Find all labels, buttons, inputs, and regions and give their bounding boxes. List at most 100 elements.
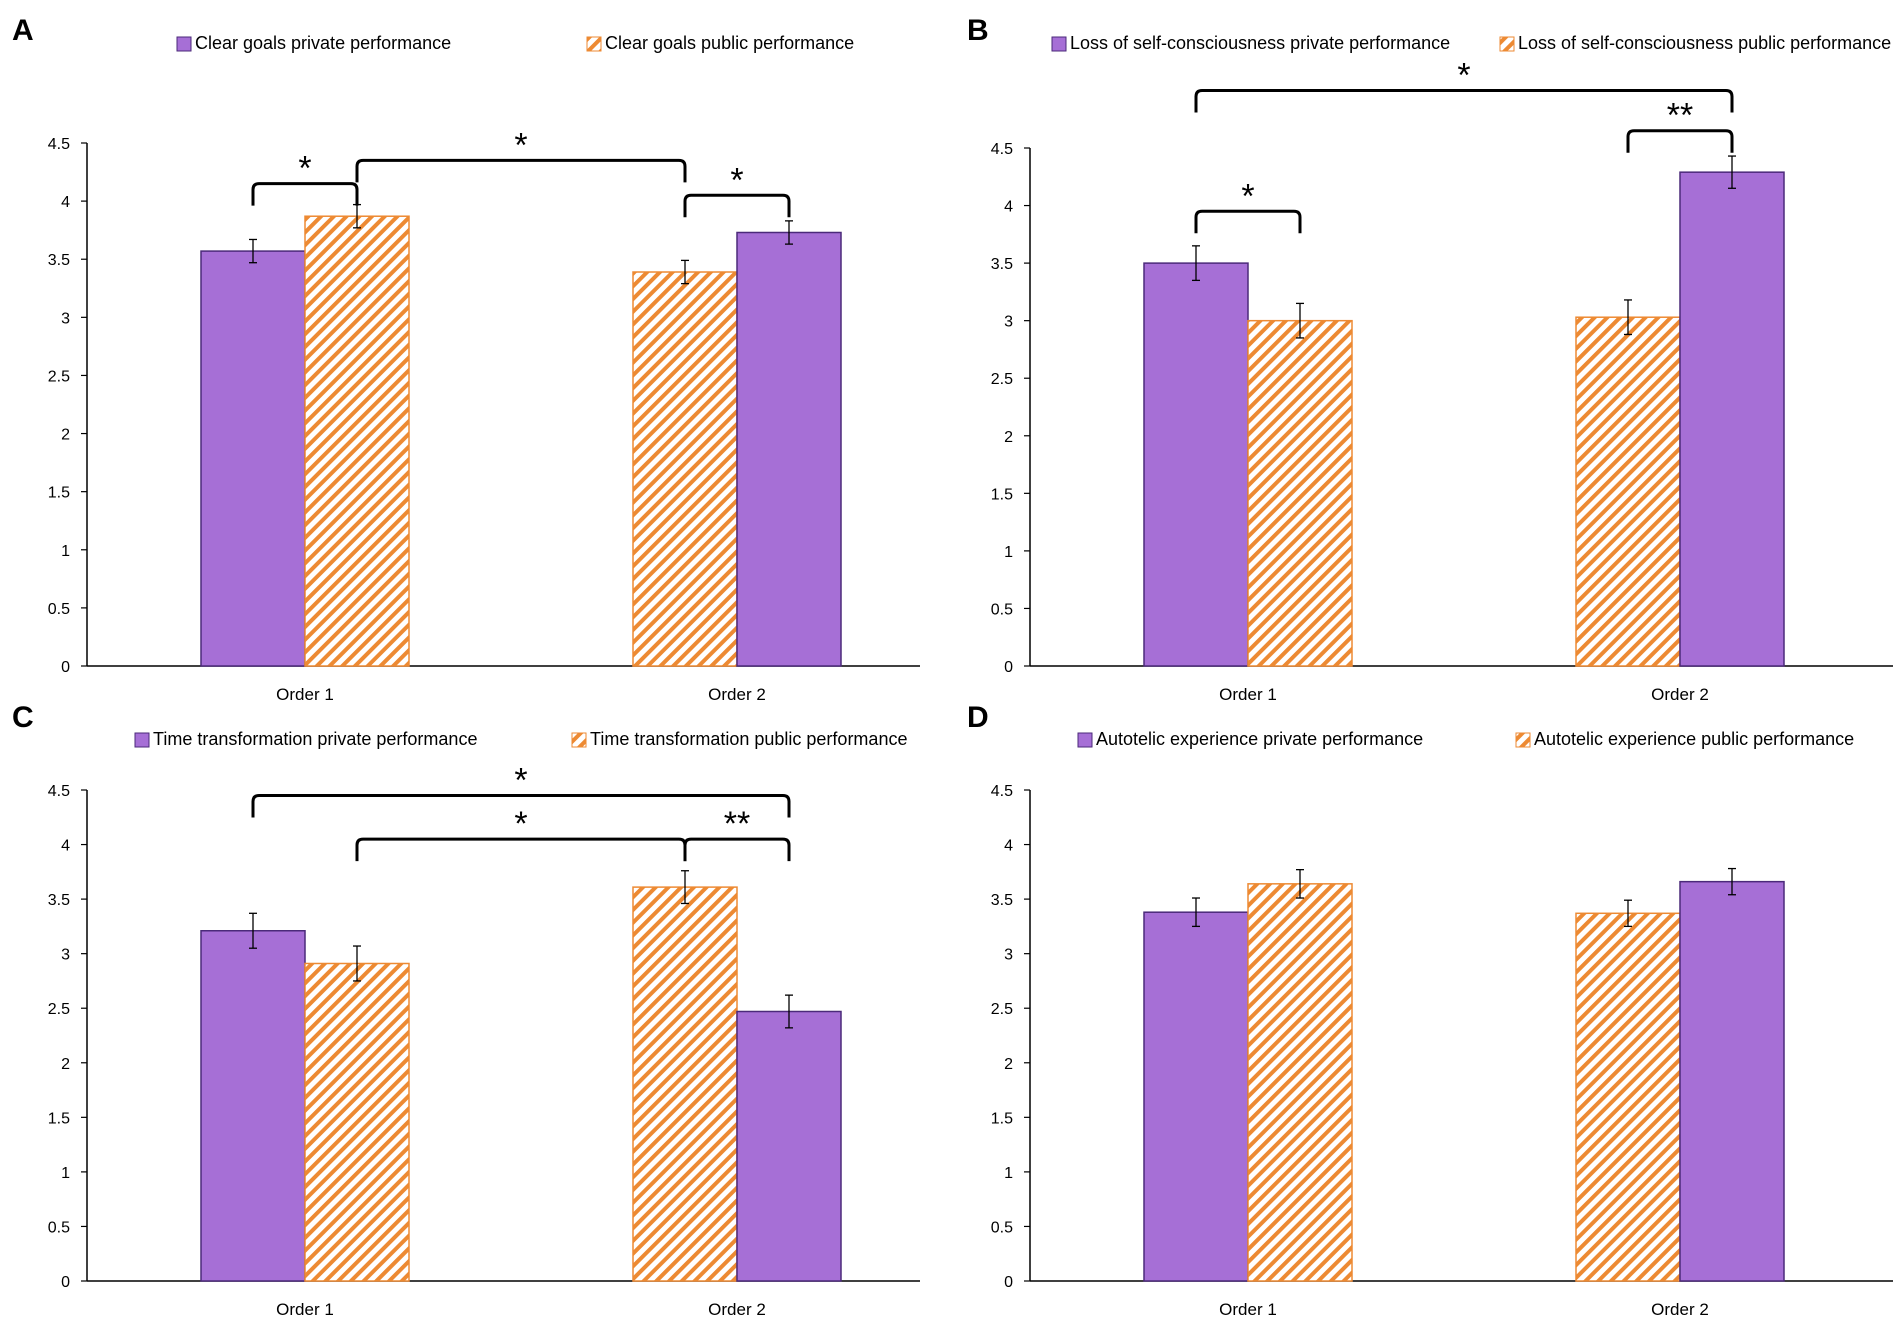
significance-bracket (355, 158, 687, 183)
y-tick-label: 4 (61, 838, 70, 855)
x-category-label: Order 1 (276, 685, 334, 704)
y-tick-label: 3 (1004, 947, 1013, 964)
legend-swatch-public (586, 36, 602, 52)
significance-label: * (1241, 177, 1254, 215)
y-tick-label: 0 (1004, 1274, 1013, 1291)
y-tick-label: 4.5 (48, 783, 70, 800)
bar-public (1247, 883, 1353, 1282)
legend-swatch-public (1499, 36, 1515, 52)
significance-bracket (251, 182, 359, 206)
bar-public (632, 271, 738, 667)
bar-private (1679, 880, 1785, 1282)
y-tick-label: 4.5 (48, 136, 70, 153)
legend-swatch-public (571, 732, 587, 748)
y-tick-label: 3 (61, 947, 70, 964)
bar-public (304, 215, 410, 667)
significance-label: * (730, 161, 743, 199)
legend-swatch-private (176, 36, 192, 52)
x-category-label: Order 2 (708, 1300, 766, 1317)
y-tick-label: 2.5 (991, 1001, 1013, 1018)
y-tick-label: 1 (61, 543, 70, 560)
y-tick-label: 4 (1004, 838, 1013, 855)
bar-private (200, 250, 306, 667)
y-tick-label: 2.5 (48, 368, 70, 385)
panel-letter: C (12, 701, 34, 734)
x-category-label: Order 2 (708, 685, 766, 704)
y-tick-label: 0 (61, 1274, 70, 1291)
bar-public (1575, 316, 1681, 667)
significance-label: * (514, 126, 527, 164)
panel-letter: D (967, 701, 989, 734)
y-tick-label: 4.5 (991, 141, 1013, 158)
y-tick-label: 2 (61, 1056, 70, 1073)
legend-swatch-public (1515, 732, 1531, 748)
y-tick-label: 3 (1004, 314, 1013, 331)
y-tick-label: 0.5 (991, 601, 1013, 618)
y-tick-label: 4.5 (991, 783, 1013, 800)
significance-label: * (298, 150, 311, 188)
bar-public (632, 886, 738, 1282)
y-tick-label: 0.5 (991, 1219, 1013, 1236)
panel-letter: B (967, 14, 989, 47)
bar-private (200, 930, 306, 1282)
chart-panel-a: A Clear goals private performance Clear go… (12, 14, 920, 704)
significance-bracket (251, 793, 791, 818)
chart-panel-c: C Time transformation private performance… (12, 701, 920, 1317)
y-tick-label: 2 (61, 427, 70, 444)
y-tick-label: 1 (1004, 1165, 1013, 1182)
y-tick-label: 3 (61, 310, 70, 327)
significance-label: * (514, 805, 527, 843)
chart-panel-b: B Loss of self-consciousness private perf… (967, 14, 1893, 704)
bar-public (1575, 912, 1681, 1282)
x-category-label: Order 2 (1651, 685, 1709, 704)
significance-bracket (683, 193, 791, 218)
y-tick-label: 3.5 (48, 892, 70, 909)
y-tick-label: 3.5 (48, 252, 70, 269)
legend-label-public: Clear goals public performance (605, 33, 854, 53)
bar-private (736, 1010, 842, 1282)
y-tick-label: 2 (1004, 1056, 1013, 1073)
bar-private (1143, 911, 1249, 1282)
legend-label-public: Time transformation public performance (590, 729, 907, 749)
y-tick-label: 0.5 (48, 1219, 70, 1236)
y-tick-label: 0.5 (48, 601, 70, 618)
bar-public (1247, 319, 1353, 667)
significance-label: * (1457, 56, 1470, 94)
legend-label-public: Loss of self-consciousness public perfor… (1518, 33, 1891, 53)
legend-label-public: Autotelic experience public performance (1534, 729, 1854, 749)
bar-private (1679, 171, 1785, 667)
x-category-label: Order 1 (1219, 685, 1277, 704)
bar-public (304, 962, 410, 1282)
significance-bracket (1194, 209, 1302, 234)
x-category-label: Order 1 (1219, 1300, 1277, 1317)
legend-swatch-private (134, 732, 150, 748)
y-tick-label: 0 (1004, 659, 1013, 676)
y-tick-label: 1.5 (991, 1110, 1013, 1127)
chart-panel-d: D Autotelic experience private performanc… (967, 701, 1893, 1317)
x-category-label: Order 1 (276, 1300, 334, 1317)
y-tick-label: 3.5 (991, 892, 1013, 909)
panel-letter: A (12, 14, 34, 47)
y-tick-label: 4 (1004, 199, 1013, 216)
y-tick-label: 2 (1004, 429, 1013, 446)
y-tick-label: 2.5 (48, 1001, 70, 1018)
y-tick-label: 4 (61, 194, 70, 211)
legend-label-private: Time transformation private performance (153, 729, 477, 749)
y-tick-label: 0 (61, 659, 70, 676)
x-category-label: Order 2 (1651, 1300, 1709, 1317)
legend-label-private: Autotelic experience private performance (1096, 729, 1423, 749)
bar-private (1143, 262, 1249, 667)
bar-private (736, 231, 842, 667)
y-tick-label: 3.5 (991, 256, 1013, 273)
significance-bracket (1194, 88, 1734, 113)
legend-swatch-private (1077, 732, 1093, 748)
y-tick-label: 1.5 (48, 1110, 70, 1127)
significance-bracket (683, 837, 791, 862)
y-tick-label: 1.5 (991, 486, 1013, 503)
significance-label: ** (1667, 97, 1693, 135)
legend-label-private: Loss of self-consciousness private perfo… (1070, 33, 1450, 53)
legend-swatch-private (1051, 36, 1067, 52)
y-tick-label: 1 (61, 1165, 70, 1182)
y-tick-label: 2.5 (991, 371, 1013, 388)
